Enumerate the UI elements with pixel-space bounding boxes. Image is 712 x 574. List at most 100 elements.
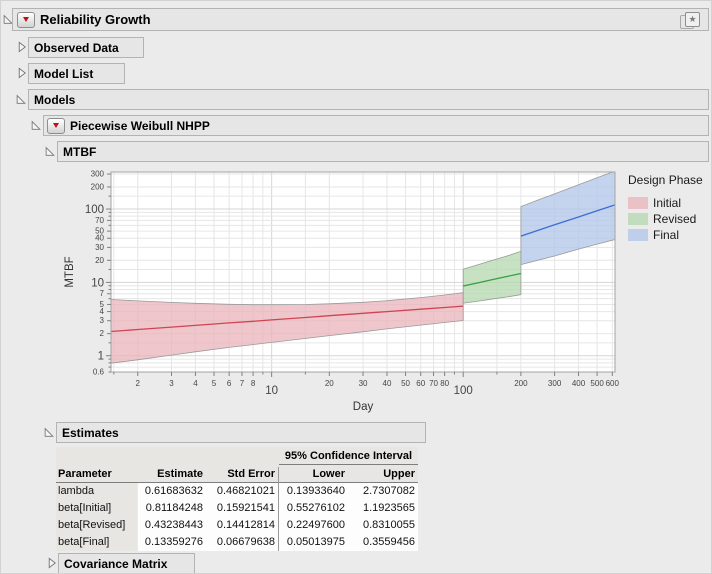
outline-bar-models[interactable]: Models <box>28 89 709 110</box>
table-cell: 0.8310055 <box>363 519 415 531</box>
outline-bar-reliability-growth[interactable]: Reliability Growth ★ <box>12 8 709 31</box>
legend-entry[interactable]: Initial <box>628 195 703 210</box>
table-row: beta[Revised] 0.43238443 0.14412814 0.22497… <box>56 517 418 534</box>
svg-text:0.6: 0.6 <box>93 368 105 377</box>
red-triangle-menu-button[interactable] <box>17 11 35 28</box>
ci-header: 95% Confidence Interval <box>284 450 413 462</box>
fit-line-revised <box>463 272 522 287</box>
band-final <box>520 172 615 266</box>
svg-text:6: 6 <box>227 379 232 388</box>
svg-text:70: 70 <box>429 379 438 388</box>
observed-data-label: Observed Data <box>34 40 119 55</box>
table-cell: beta[Final] <box>58 536 110 548</box>
svg-text:7: 7 <box>240 379 245 388</box>
disclosure-triangle-collapsed-icon[interactable] <box>16 67 28 79</box>
svg-text:50: 50 <box>95 227 104 236</box>
svg-text:8: 8 <box>251 379 256 388</box>
svg-text:2: 2 <box>136 379 141 388</box>
table-cell: lambda <box>58 485 95 497</box>
table-cell: 2.7307082 <box>363 485 415 497</box>
svg-text:40: 40 <box>383 379 392 388</box>
svg-text:40: 40 <box>95 234 104 243</box>
disclosure-triangle-expanded-icon[interactable] <box>15 93 27 105</box>
disclosure-triangle-expanded-icon[interactable] <box>2 13 14 25</box>
table-cell: 0.55276102 <box>286 502 345 514</box>
fit-lines <box>111 204 615 333</box>
outline-bar-observed-data[interactable]: Observed Data <box>28 37 144 58</box>
disclosure-triangle-expanded-icon[interactable] <box>30 119 42 131</box>
svg-text:5: 5 <box>100 300 105 309</box>
svg-text:200: 200 <box>91 182 105 191</box>
estimates-label: Estimates <box>62 425 119 440</box>
col-header-upper: Upper <box>383 468 415 480</box>
svg-text:3: 3 <box>169 379 174 388</box>
svg-text:60: 60 <box>416 379 425 388</box>
svg-text:100: 100 <box>85 204 104 216</box>
ci-underline <box>279 464 418 465</box>
red-triangle-icon <box>53 123 59 128</box>
disclosure-triangle-collapsed-icon[interactable] <box>46 557 58 569</box>
table-row: beta[Final] 0.13359276 0.06679638 0.0501397… <box>56 534 418 551</box>
bookmark-star-icon[interactable]: ★ <box>680 12 700 29</box>
svg-text:500: 500 <box>590 379 604 388</box>
table-cell: 0.3559456 <box>363 536 415 548</box>
piecewise-label: Piecewise Weibull NHPP <box>70 118 210 133</box>
table-cell: 0.46821021 <box>216 485 275 497</box>
table-cell: 0.22497600 <box>286 519 345 531</box>
outline-bar-mtbf[interactable]: MTBF <box>57 141 709 162</box>
axis-ticks <box>106 173 613 377</box>
fit-line-initial <box>111 305 464 333</box>
legend-label: Revised <box>653 211 697 226</box>
legend-entry[interactable]: Revised <box>628 211 703 226</box>
table-cell: 0.13359276 <box>144 536 203 548</box>
table-cell: 0.43238443 <box>144 519 203 531</box>
table-cell: 0.61683632 <box>144 485 203 497</box>
svg-text:1: 1 <box>98 351 104 363</box>
col-header-estimate: Estimate <box>157 468 203 480</box>
svg-text:20: 20 <box>95 256 104 265</box>
ci-divider-line <box>278 467 279 551</box>
estimates-table-header-background <box>56 447 418 483</box>
disclosure-triangle-expanded-icon[interactable] <box>44 145 56 157</box>
outline-bar-covariance-matrix[interactable]: Covariance Matrix <box>58 553 195 573</box>
header-underline <box>56 482 418 483</box>
table-cell: 0.81184248 <box>145 502 203 514</box>
chart-legend: Design Phase Initial Revised Final <box>628 173 703 243</box>
legend-label: Initial <box>653 195 682 210</box>
outline-bar-model-list[interactable]: Model List <box>28 63 125 84</box>
table-cell: 1.1923565 <box>363 502 415 514</box>
table-cell: beta[Initial] <box>58 502 112 514</box>
disclosure-triangle-collapsed-icon[interactable] <box>16 41 28 53</box>
col-header-parameter: Parameter <box>58 468 112 480</box>
disclosure-triangle-expanded-icon[interactable] <box>43 426 55 438</box>
svg-text:300: 300 <box>548 379 562 388</box>
svg-text:10: 10 <box>91 277 104 289</box>
outline-bar-piecewise-weibull-nhpp[interactable]: Piecewise Weibull NHPP <box>43 115 709 136</box>
svg-text:7: 7 <box>100 289 105 298</box>
models-label: Models <box>34 92 76 107</box>
svg-text:4: 4 <box>100 307 105 316</box>
legend-title: Design Phase <box>628 173 703 187</box>
red-triangle-menu-button[interactable] <box>47 117 65 134</box>
svg-text:200: 200 <box>514 379 528 388</box>
svg-text:600: 600 <box>606 379 620 388</box>
table-cell: 0.05013975 <box>286 536 345 548</box>
svg-text:300: 300 <box>91 170 105 179</box>
y-axis-title: MTBF <box>64 256 76 287</box>
table-row: lambda 0.61683632 0.46821021 0.13933640 2.73… <box>56 483 418 500</box>
svg-text:30: 30 <box>95 243 104 252</box>
legend-entry[interactable]: Final <box>628 227 703 242</box>
outline-bar-estimates[interactable]: Estimates <box>56 422 426 443</box>
fit-line-final <box>520 204 615 237</box>
svg-text:70: 70 <box>95 216 104 225</box>
mtbf-label: MTBF <box>63 144 97 159</box>
svg-text:80: 80 <box>440 379 449 388</box>
table-cell: 0.14412814 <box>216 519 275 531</box>
table-cell: 0.06679638 <box>216 536 275 548</box>
svg-text:2: 2 <box>100 329 105 338</box>
legend-swatch <box>628 196 648 209</box>
x-axis-title: Day <box>353 401 374 413</box>
